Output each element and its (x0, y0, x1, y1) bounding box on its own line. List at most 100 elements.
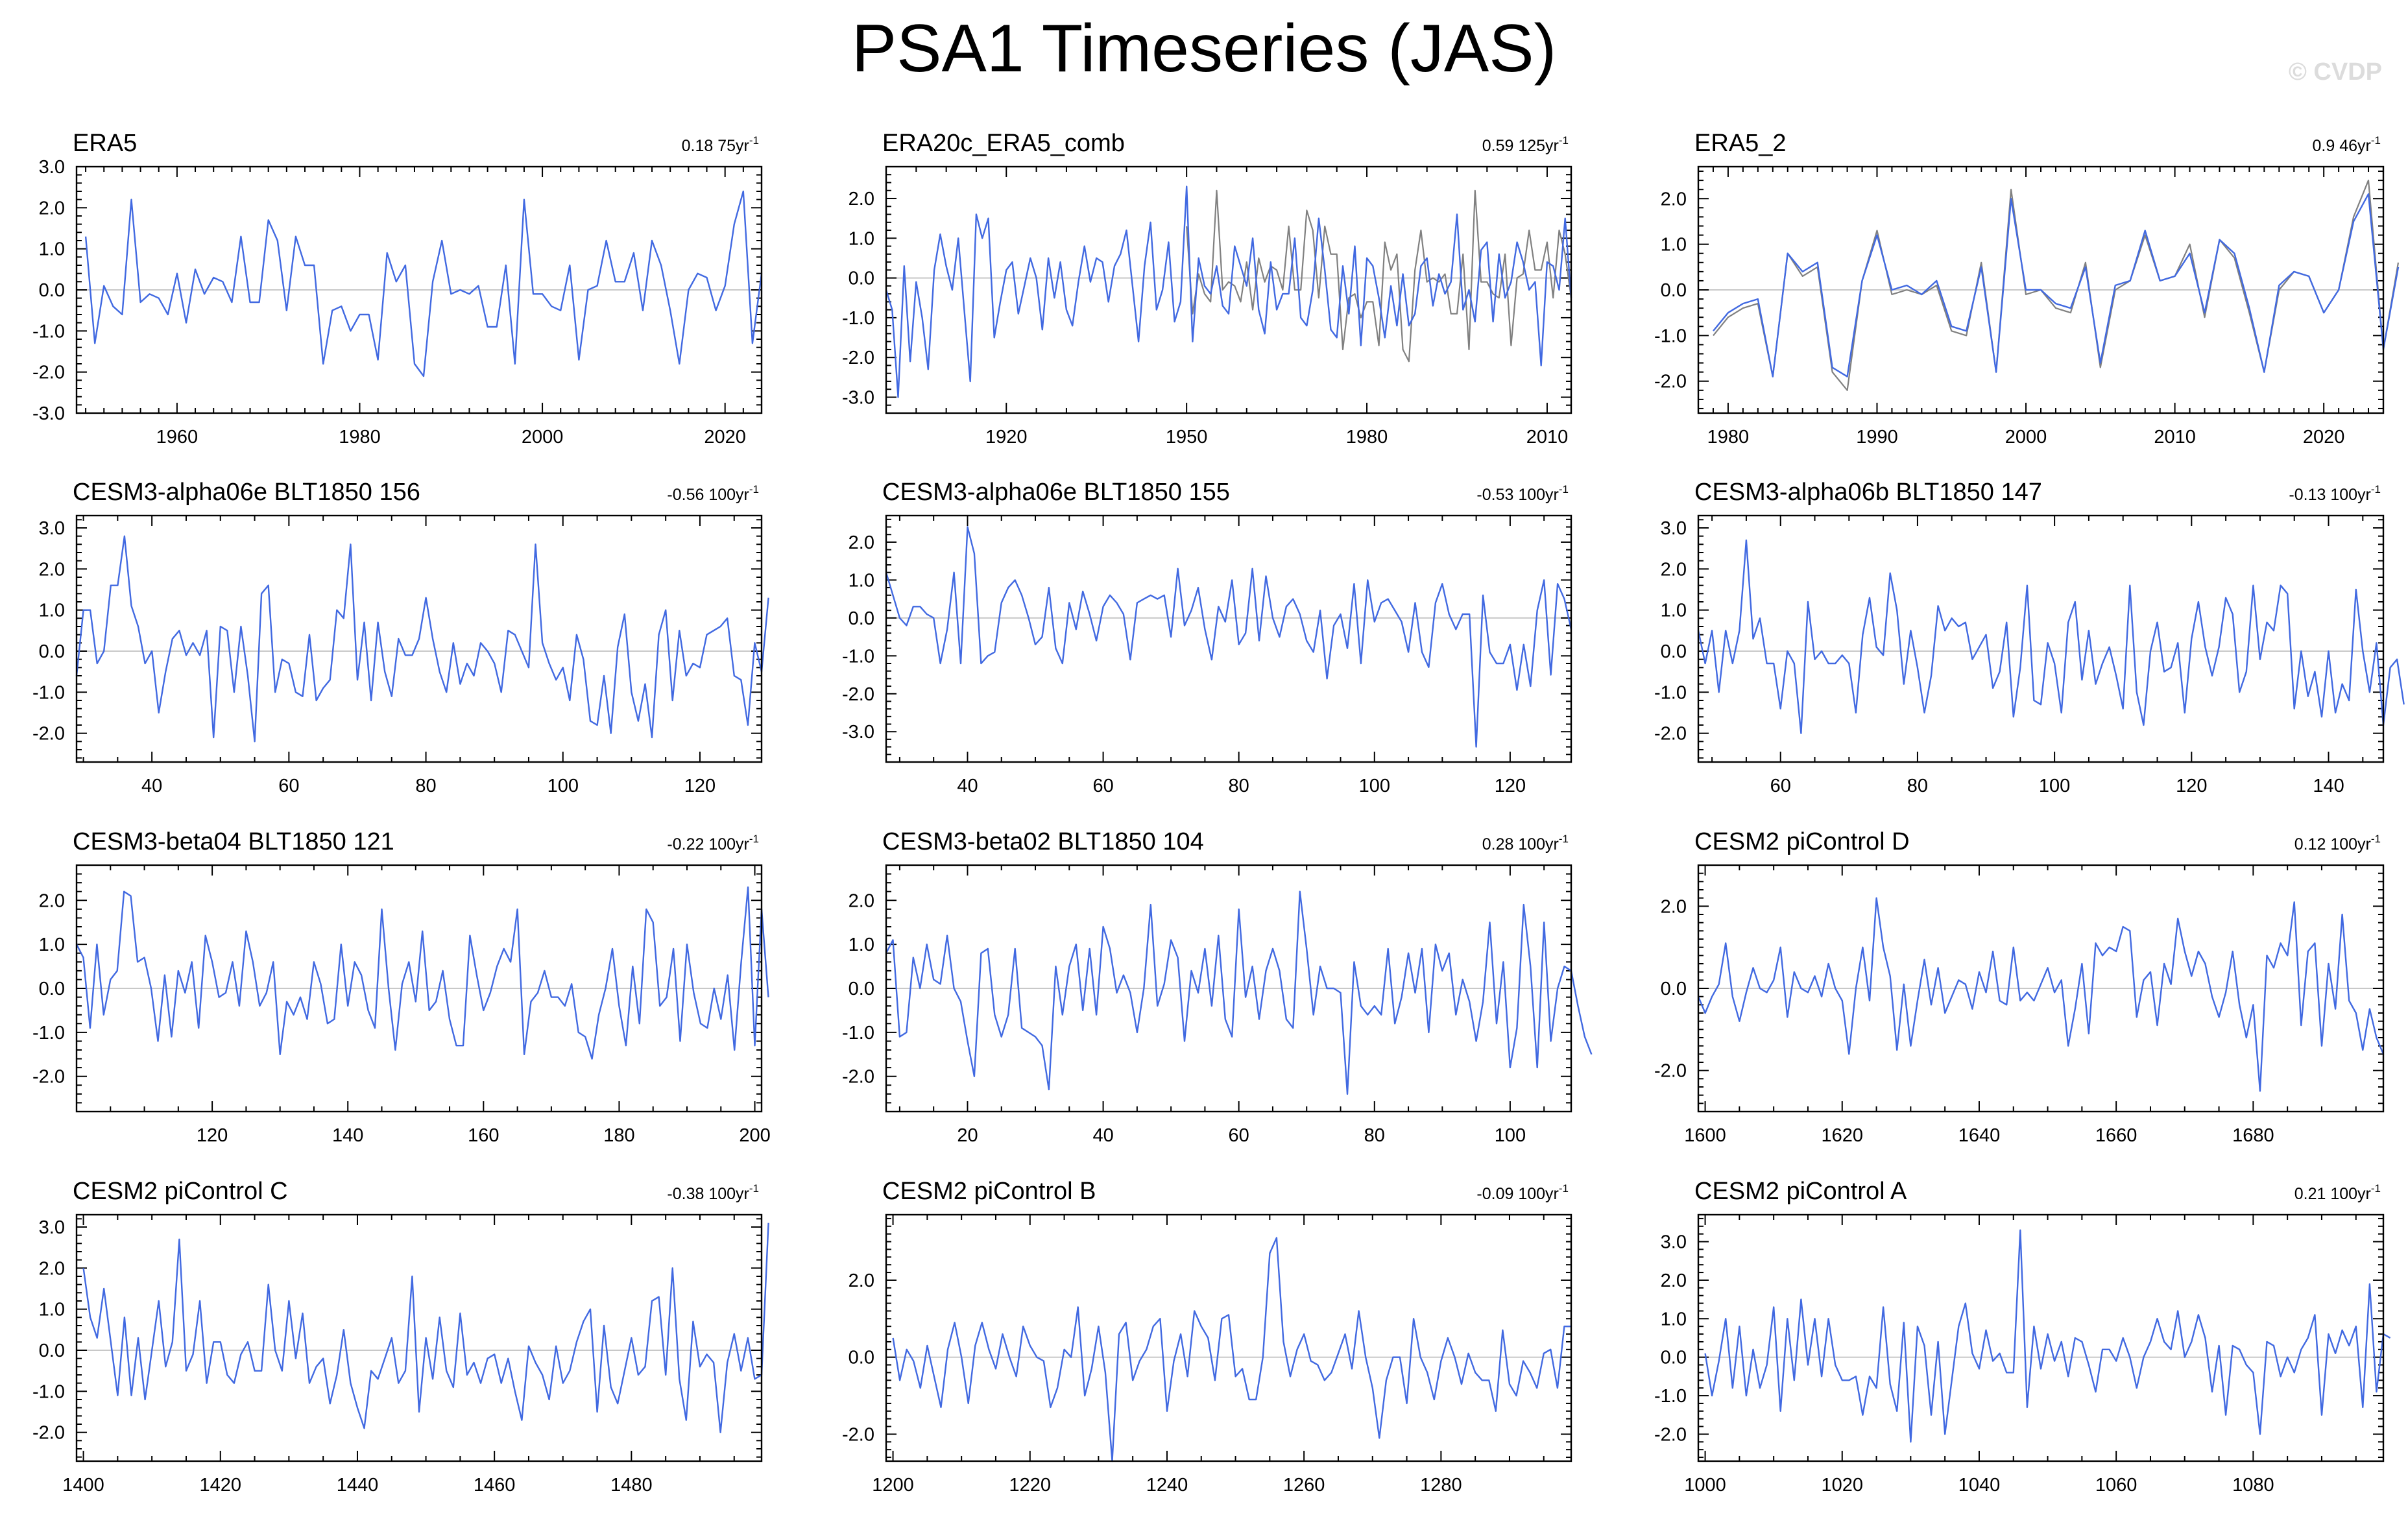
trend-label: 0.21 100yr-1 (2294, 1182, 2381, 1203)
page-title: PSA1 Timeseries (JAS) (851, 11, 1557, 86)
x-tick-label: 1620 (1822, 1125, 1864, 1146)
x-tick-label: 80 (1907, 776, 1928, 796)
y-tick-label: 1.0 (1661, 1309, 1687, 1329)
trend-label: -0.53 100yr-1 (1476, 483, 1569, 504)
x-tick-label: 100 (548, 776, 579, 796)
trend-text: -0.22 100yr (667, 835, 749, 853)
y-tick-label: -2.0 (32, 724, 65, 745)
x-tick-label: 2010 (2154, 427, 2196, 447)
chart-panel: CESM3-alpha06b BLT1850 147 -0.13 100yr-1 6… (1654, 479, 2405, 796)
x-tick-label: 1240 (1146, 1475, 1188, 1496)
trend-text: 0.28 100yr (1482, 835, 1559, 853)
y-tick-label: -1.0 (32, 1023, 65, 1043)
x-tick-label: 80 (1229, 776, 1249, 796)
y-tick-label: -1.0 (1654, 1386, 1687, 1407)
x-tick-label: 2000 (522, 427, 564, 447)
plot-frame (75, 514, 763, 763)
trend-exponent: -1 (1559, 1182, 1569, 1195)
x-tick-label: 120 (197, 1125, 228, 1146)
chart-panel: CESM2 piControl C -0.38 100yr-1 1400 1420 14… (32, 1178, 769, 1496)
chart-panel: CESM3-alpha06e BLT1850 156 -0.56 100yr-1 4… (32, 479, 769, 796)
trend-text: 0.9 46yr (2313, 137, 2371, 155)
trend-label: 0.28 100yr-1 (1482, 833, 1569, 853)
plot-frame (75, 1213, 763, 1462)
y-tick-label: 2.0 (849, 1270, 874, 1291)
panel-title: CESM2 piControl B (882, 1178, 1096, 1205)
x-tick-label: 1990 (1856, 427, 1898, 447)
x-tick-label: 1400 (62, 1475, 104, 1496)
x-tick-label: 1200 (872, 1475, 914, 1496)
y-tick-label: 2.0 (39, 1258, 65, 1279)
y-tick-label: 1.0 (39, 1300, 65, 1320)
y-tick-label: -1.0 (32, 1381, 65, 1402)
chart-panel: CESM2 piControl D 0.12 100yr-1 1600 1620 164… (1654, 828, 2385, 1146)
y-tick-label: 3.0 (1661, 518, 1687, 539)
plot-frame (1697, 514, 2385, 763)
x-tick-label: 1960 (156, 427, 199, 447)
chart-panel: CESM3-beta02 BLT1850 104 0.28 100yr-1 20 40… (842, 828, 1593, 1146)
plot-frame (1697, 165, 2385, 414)
series-line (1704, 1229, 2391, 1443)
x-tick-label: 1040 (1958, 1475, 2001, 1496)
x-tick-label: 1060 (2095, 1475, 2137, 1496)
trend-text: -0.09 100yr (1476, 1185, 1558, 1203)
x-tick-label: 120 (1495, 776, 1526, 796)
x-tick-label: 100 (2039, 776, 2070, 796)
y-tick-label: 2.0 (1661, 896, 1687, 917)
panel-title: ERA5_2 (1694, 130, 1787, 157)
x-tick-label: 1000 (1684, 1475, 1726, 1496)
y-tick-label: 0.0 (39, 979, 65, 999)
x-tick-label: 2020 (704, 427, 746, 447)
y-tick-label: -2.0 (1654, 724, 1687, 745)
trend-text: -0.38 100yr (667, 1185, 749, 1203)
trend-exponent: -1 (1559, 134, 1569, 147)
series-line (885, 526, 1572, 748)
y-tick-label: -2.0 (32, 363, 65, 383)
trend-label: -0.13 100yr-1 (2289, 483, 2381, 504)
x-tick-label: 1460 (474, 1475, 516, 1496)
x-tick-label: 1020 (1822, 1475, 1864, 1496)
y-tick-label: -2.0 (32, 1067, 65, 1088)
trend-label: -0.22 100yr-1 (667, 833, 759, 853)
y-tick-label: 2.0 (39, 198, 65, 219)
x-tick-label: 120 (2176, 776, 2207, 796)
y-tick-label: -1.0 (1654, 326, 1687, 346)
y-tick-label: -2.0 (1654, 372, 1687, 392)
x-tick-label: 2020 (2303, 427, 2345, 447)
x-tick-label: 140 (2313, 776, 2344, 796)
trend-exponent: -1 (2371, 1182, 2381, 1195)
panel-title: CESM3-alpha06e BLT1850 156 (73, 479, 420, 506)
y-tick-label: 2.0 (849, 532, 874, 553)
x-tick-label: 1480 (610, 1475, 653, 1496)
chart-panel: ERA5_2 0.9 46yr-1 1980 1990 2000 2010 2020 2.0 1… (1654, 130, 2400, 447)
y-tick-label: 3.0 (39, 157, 65, 178)
series-line (1713, 193, 2400, 377)
y-tick-label: -3.0 (32, 403, 65, 424)
x-tick-label: 1680 (2232, 1125, 2274, 1146)
y-tick-label: -1.0 (1654, 682, 1687, 703)
y-tick-label: -2.0 (842, 348, 874, 368)
panel-title: CESM3-beta02 BLT1850 104 (882, 828, 1204, 855)
series-line (892, 1237, 1571, 1462)
trend-exponent: -1 (1559, 483, 1569, 495)
y-tick-label: 2.0 (849, 890, 874, 911)
y-tick-label: -3.0 (842, 387, 874, 408)
y-tick-label: -2.0 (1654, 1424, 1687, 1445)
x-tick-label: 80 (415, 776, 436, 796)
x-tick-label: 40 (957, 776, 978, 796)
y-tick-label: 1.0 (39, 601, 65, 621)
y-tick-label: 1.0 (39, 239, 65, 260)
trend-exponent: -1 (749, 833, 759, 845)
trend-text: 0.21 100yr (2294, 1185, 2371, 1203)
watermark: © CVDP (2288, 58, 2382, 86)
y-tick-label: -2.0 (842, 1067, 874, 1088)
x-tick-label: 1420 (200, 1475, 242, 1496)
y-tick-label: 2.0 (1661, 559, 1687, 580)
y-tick-label: 0.0 (849, 1348, 874, 1368)
trend-exponent: -1 (2371, 134, 2381, 147)
x-tick-label: 1980 (1346, 427, 1388, 447)
series-line (885, 890, 1593, 1095)
trend-text: 0.18 75yr (682, 137, 749, 155)
chart-panel: CESM3-alpha06e BLT1850 155 -0.53 100yr-1 4… (842, 479, 1572, 796)
x-tick-label: 120 (684, 776, 716, 796)
